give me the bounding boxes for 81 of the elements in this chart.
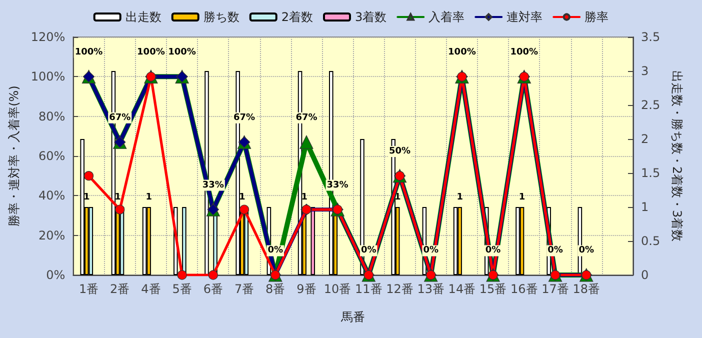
- data-label: 67%: [296, 112, 318, 123]
- bar: [453, 207, 458, 275]
- x-tick-label: 5番: [172, 282, 192, 296]
- legend-label: 2着数: [281, 10, 314, 24]
- bar: [458, 207, 462, 275]
- data-label: 33%: [326, 180, 348, 190]
- data-label: 0%: [423, 246, 438, 256]
- data-label: 100%: [74, 47, 103, 58]
- x-tick-label: 10番: [324, 282, 352, 296]
- y2-tick-label: 2.5: [641, 98, 660, 112]
- data-label: 100%: [137, 47, 165, 58]
- legend-label: 3着数: [355, 10, 387, 24]
- data-label: 1: [456, 192, 463, 202]
- legend-label: 入着率: [428, 10, 465, 24]
- y-tick-label: 120%: [30, 30, 66, 44]
- data-label: 1: [238, 192, 246, 202]
- data-label: 0%: [485, 246, 501, 256]
- y-tick-label: 0%: [46, 268, 66, 282]
- data-label: 100%: [448, 47, 476, 58]
- data-label: 0%: [578, 246, 594, 256]
- bar: [182, 207, 186, 275]
- x-tick-label: 11番: [355, 282, 382, 296]
- data-label: 100%: [510, 47, 538, 58]
- bar: [516, 207, 520, 275]
- x-tick-label: 1番: [78, 282, 99, 296]
- x-tick-label: 15番: [479, 282, 507, 296]
- data-label: 67%: [233, 112, 256, 123]
- point: [239, 204, 250, 214]
- legend-label: 勝ち数: [203, 10, 240, 24]
- x-tick-label: 6番: [203, 282, 223, 296]
- point: [115, 204, 125, 214]
- legend-label: 出走数: [125, 10, 162, 24]
- x-tick-label: 17番: [542, 282, 569, 296]
- x-tick-label: 13番: [417, 282, 444, 296]
- legend-label: 連対率: [506, 10, 543, 24]
- x-tick-label: 18番: [572, 282, 600, 296]
- x-tick-label: 16番: [510, 282, 538, 296]
- data-label: 67%: [109, 112, 131, 123]
- bar: [310, 207, 316, 275]
- y-tick-label: 20%: [38, 228, 66, 242]
- x-tick-label: 9番: [296, 282, 316, 296]
- data-label: 50%: [388, 146, 411, 157]
- bar: [146, 207, 151, 275]
- y2-tick-label: 1: [641, 200, 649, 214]
- data-label: 100%: [168, 47, 196, 58]
- data-label: 1: [301, 192, 308, 202]
- bar: [520, 207, 524, 275]
- y-axis-title: 勝率・連対率・入着率(%): [7, 86, 21, 226]
- x-tick-label: 7番: [234, 282, 254, 296]
- data-label: 1: [518, 192, 526, 202]
- y-tick-label: 40%: [38, 188, 66, 203]
- y-tick-label: 80%: [38, 109, 66, 124]
- y2-tick-label: 3: [641, 64, 649, 78]
- data-label: 0%: [548, 246, 563, 256]
- y2-tick-label: 3.5: [641, 30, 660, 44]
- y-tick-label: 60%: [38, 149, 66, 163]
- y2-axis-title: 出走数・勝ち数・2着数・3着数: [670, 70, 684, 242]
- data-label: 0%: [361, 246, 376, 256]
- data-label: 1: [114, 192, 121, 202]
- point: [300, 135, 314, 149]
- data-label: 1: [146, 192, 152, 202]
- x-tick-label: 14番: [448, 282, 476, 296]
- bar: [142, 207, 147, 275]
- data-label: 33%: [202, 180, 224, 190]
- y2-tick-label: 0: [641, 268, 649, 282]
- y2-tick-label: 1.5: [641, 166, 660, 180]
- point: [84, 171, 94, 181]
- data-label: 0%: [268, 246, 283, 256]
- x-tick-label: 12番: [386, 282, 414, 296]
- y-tick-label: 100%: [30, 70, 66, 84]
- point: [208, 270, 218, 280]
- bar: [88, 207, 94, 275]
- x-tick-label: 2番: [110, 282, 130, 296]
- point: [177, 270, 187, 280]
- y2-tick-label: 0.5: [641, 234, 660, 248]
- x-axis-title: 馬番: [340, 310, 366, 324]
- data-label: 1: [83, 192, 90, 202]
- legend-label: 勝率: [584, 10, 609, 24]
- y2-tick-label: 2: [641, 132, 649, 146]
- x-tick-label: 8番: [266, 282, 286, 296]
- x-tick-label: 4番: [141, 282, 161, 296]
